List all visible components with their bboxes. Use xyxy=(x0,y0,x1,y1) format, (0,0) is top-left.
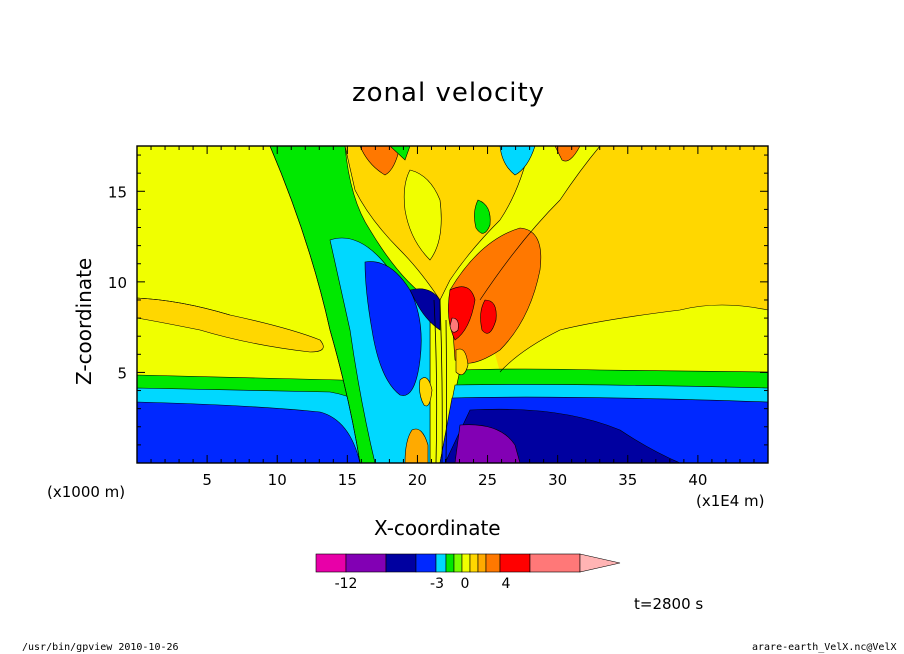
contour-field xyxy=(137,146,768,463)
colorbar: -12 -3 0 4 xyxy=(315,553,621,592)
plot-frame xyxy=(136,145,769,464)
region-yellow-upper-core xyxy=(403,169,442,261)
x-tick-label: 20 xyxy=(408,471,427,489)
region-orange-lobe xyxy=(449,227,542,364)
region-green-upper-right xyxy=(474,199,491,234)
region-blue-lower-left xyxy=(137,401,361,463)
y-axis-ticks: 5 10 15 xyxy=(108,154,768,446)
colorbar-segment xyxy=(529,553,581,573)
x-axis-unit: (x1E4 m) xyxy=(696,492,765,510)
colorbar-tick-label: -12 xyxy=(335,576,358,592)
contour-lines xyxy=(137,297,768,373)
shear-contours xyxy=(433,299,447,463)
colorbar-segment xyxy=(415,553,437,573)
region-orange-low xyxy=(404,428,429,463)
colorbar-arrow xyxy=(579,553,621,573)
region-navy-plume xyxy=(409,288,441,331)
x-axis-label: X-coordinate xyxy=(374,516,501,540)
colorbar-segment xyxy=(499,553,531,573)
x-tick-label: 5 xyxy=(202,471,212,489)
y-tick-label: 10 xyxy=(108,274,127,292)
footer-right: arare-earth_VelX.nc@VelX xyxy=(752,642,897,653)
time-label: t=2800 s xyxy=(634,595,704,613)
x-tick-label: 15 xyxy=(338,471,357,489)
x-axis-ticks: 5 10 15 20 25 30 35 40 xyxy=(150,146,755,489)
y-tick-label: 15 xyxy=(108,183,127,201)
colorbar-segment xyxy=(453,553,463,573)
region-green-upper-left xyxy=(389,146,411,161)
colorbar-segment xyxy=(485,553,501,573)
y-axis-label: Z-coordinate xyxy=(72,257,96,385)
colorbar-tick-label: -3 xyxy=(430,576,444,592)
contour-line-plume-east xyxy=(479,146,601,301)
colorbar-segment xyxy=(345,553,387,573)
colorbar-segment xyxy=(315,553,347,573)
colorbar-segment xyxy=(477,553,487,573)
x-tick-label: 35 xyxy=(618,471,637,489)
region-1to2-east xyxy=(480,146,768,372)
colorbar-segment xyxy=(469,553,479,573)
chart-title: zonal velocity xyxy=(352,78,546,108)
colorbar-segment xyxy=(435,553,447,573)
x-tick-label: 30 xyxy=(548,471,567,489)
region-purple xyxy=(454,424,521,463)
colorbar-tick-label: 0 xyxy=(461,576,470,592)
region-pink-core xyxy=(449,317,459,333)
x-tick-label: 10 xyxy=(268,471,287,489)
region-gold-mid xyxy=(455,348,469,376)
colorbar-segment xyxy=(461,553,471,573)
x-tick-label: 40 xyxy=(688,471,707,489)
colorbar-tick-label: 4 xyxy=(502,576,511,592)
contour-line-plume-west xyxy=(269,146,361,463)
footer-left: /usr/bin/gpview 2010-10-26 xyxy=(22,642,179,653)
y-tick-label: 5 xyxy=(117,364,127,382)
region-orange-upper-left xyxy=(359,146,401,176)
region-red-lobe xyxy=(480,299,497,334)
colorbar-segment xyxy=(445,553,455,573)
region-cyan-upper xyxy=(499,146,536,176)
region-blue-plume xyxy=(364,261,422,396)
x-tick-label: 25 xyxy=(478,471,497,489)
region-gold-low xyxy=(419,377,433,407)
colorbar-segment xyxy=(385,553,417,573)
y-axis-unit: (x1000 m) xyxy=(47,483,126,501)
